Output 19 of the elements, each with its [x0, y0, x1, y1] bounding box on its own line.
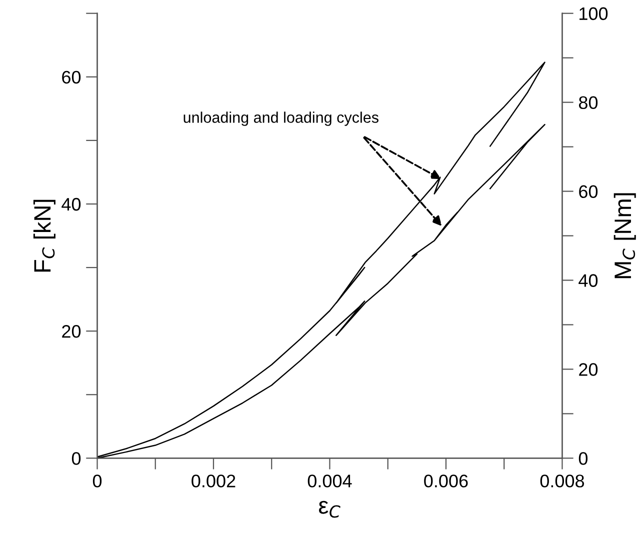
y2-tick-label: 60: [579, 185, 598, 198]
y-tick-label: 40: [62, 198, 81, 211]
y2-tick-label: 0: [578, 452, 588, 465]
y2-tick-label: 100: [580, 7, 608, 20]
x-tick-label: 0.002: [192, 474, 236, 488]
x-axis-title: ε$_{C}$: [318, 500, 340, 518]
y-axis-title: F$_{C}$ [kN]: [33, 200, 56, 272]
x-tick-label: 0.004: [308, 474, 352, 488]
y-tick-label: 60: [62, 70, 81, 84]
x-tick-label: 0.008: [540, 474, 584, 488]
annotation: unloading and loading cycles: [184, 112, 378, 126]
y2-tick-label: 20: [579, 363, 598, 376]
y-tick-label: 20: [62, 325, 81, 338]
y-tick-label: 0: [72, 452, 81, 465]
y2-tick-label: 40: [578, 274, 598, 287]
y2-tick-label: 80: [578, 96, 598, 110]
x-tick-label: 0.006: [424, 474, 468, 488]
x-tick-label: 0: [92, 474, 102, 488]
y2-axis-title: M$_{C}$ [Nm]: [614, 193, 636, 278]
